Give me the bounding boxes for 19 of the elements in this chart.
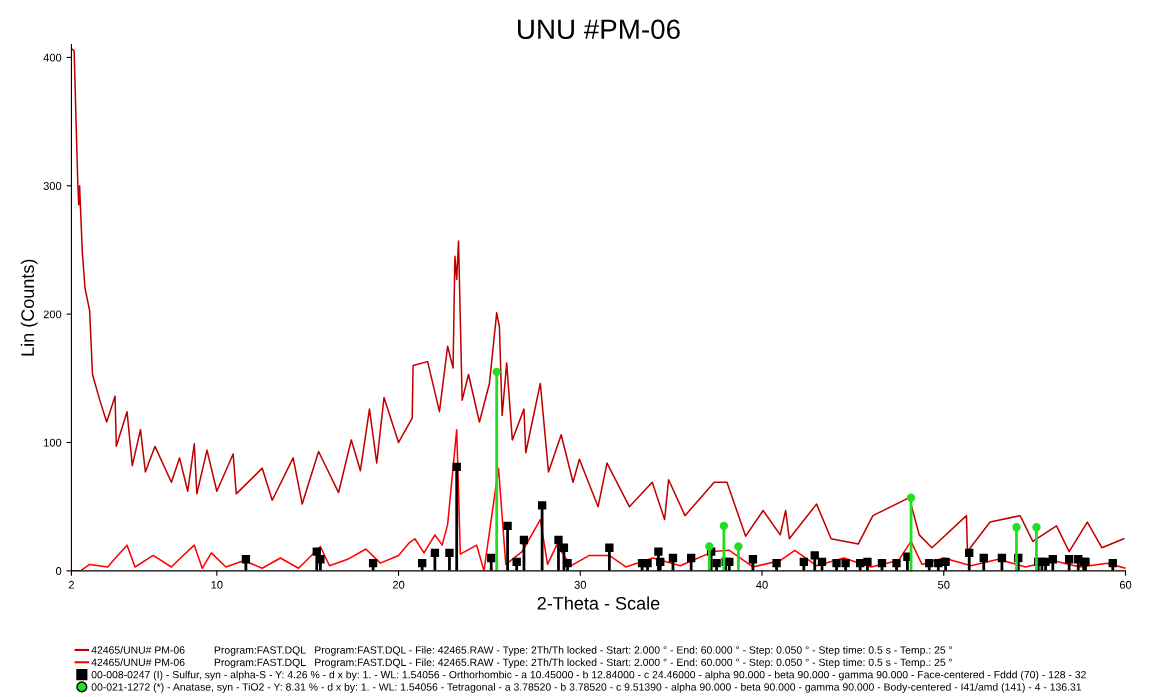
legend-label: 42465/UNU# PM-06 Program:FAST.DQL Program:FAST.DQL - File: 42465.RAW - Type: 2Th/Th locked - Start: 2.000 ° - End: 60.000 ° - Step: 0.050 ° - Step time: 0.5 s - Temp.: 25 ° [91,658,953,669]
x-tick-label: 40 [756,580,768,589]
y-tick-label: 400 [43,53,62,62]
chart-title: UNU #PM-06 [518,19,680,40]
y-tick-label: 200 [43,310,62,319]
legend-label: 00-021-1272 (*) - Anatase, syn - TiO2 - Y: 8.31 % - d x by: 1. - WL: 1.54056 - Tetragonal - a 3.78520 - b 3.78520 - c 9.51390 - alpha 90.000 - beta 90.000 - gamma 90.000 - Body-centered - I41/amd (141) - 4 - 136.31 [91,682,1082,693]
y-tick-label: 0 [55,567,62,575]
x-tick-label: 2 [68,580,74,589]
x-tick-label: 10 [211,580,223,589]
x-tick-label: 30 [574,580,587,589]
x-tick-label: 60 [1119,580,1132,589]
legend-label: 00-008-0247 (I) - Sulfur, syn - alpha-S - Y: 4.26 % - d x by: 1. - WL: 1.54056 - Orthorhombic - a 10.45000 - b 12.84000 - c 24.46000 - alpha 90.000 - beta 90.000 - gamma 90.000 - Face-centered - Fddd (70) - 128 - 32 [91,670,1086,681]
x-axis-title: 2-Theta - Scale [537,596,660,610]
legend-label: 42465/UNU# PM-06 Program:FAST.DQL Program:FAST.DQL - File: 42465.RAW - Type: 2Th/Th locked - Start: 2.000 ° - End: 60.000 ° - Step: 0.050 ° - Step time: 0.5 s - Temp.: 25 ° [91,646,953,656]
y-tick-label: 100 [44,438,62,447]
y-axis-title: Lin (Counts) [20,259,38,356]
y-tick-label: 300 [43,182,62,190]
x-tick-label: 50 [938,580,950,589]
x-tick-label: 20 [392,580,405,589]
